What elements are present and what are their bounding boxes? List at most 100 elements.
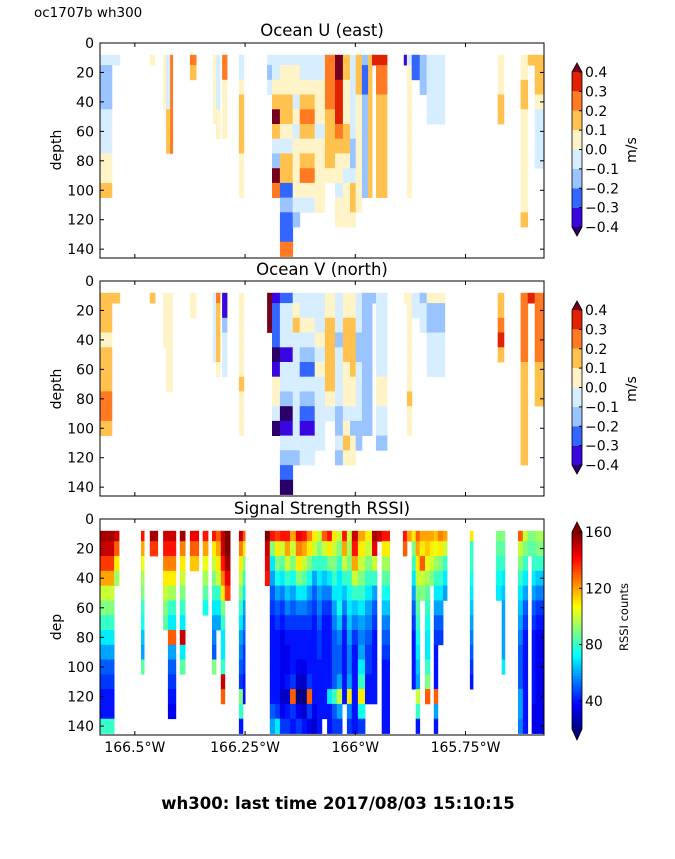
- colorbar-segment: [572, 168, 582, 189]
- data-cell: [350, 347, 357, 363]
- data-cell: [534, 376, 545, 392]
- data-cell: [238, 644, 244, 660]
- data-cell: [411, 615, 417, 631]
- data-cell: [212, 530, 217, 542]
- data-cell: [149, 541, 159, 557]
- data-cell: [501, 659, 506, 675]
- data-cell: [212, 65, 217, 81]
- data-cell: [301, 556, 308, 572]
- data-cell: [279, 54, 294, 66]
- data-cell: [279, 541, 286, 557]
- colorbar-segment: [572, 681, 582, 685]
- data-cell: [279, 644, 286, 660]
- data-cell: [365, 644, 373, 660]
- data-cell: [170, 54, 174, 66]
- colorbar-segment: [572, 130, 582, 150]
- colorbar-segment: [572, 91, 582, 111]
- data-cell: [224, 570, 231, 586]
- colorbar-segment: [572, 551, 582, 556]
- data-cell: [372, 659, 378, 675]
- data-cell: [342, 556, 348, 572]
- colorbar-segment: [572, 641, 582, 646]
- data-cell: [335, 94, 344, 110]
- data-cell: [321, 556, 328, 572]
- data-cell: [314, 182, 326, 198]
- data-cell: [342, 153, 351, 169]
- data-cell: [167, 600, 177, 616]
- data-cell: [350, 65, 357, 81]
- y-axis-label: depth: [49, 130, 65, 171]
- data-cell: [518, 644, 524, 660]
- data-cell: [238, 420, 245, 436]
- data-cell: [335, 362, 344, 378]
- colorbar-tick-label: −0.3: [585, 201, 619, 217]
- data-cell: [411, 530, 417, 542]
- colorbar-segment: [572, 624, 582, 629]
- colorbar-segment: [572, 110, 582, 131]
- data-cell: [335, 292, 344, 304]
- colorbar-segment: [572, 630, 582, 634]
- data-cell: [272, 347, 281, 363]
- data-cell: [314, 292, 326, 304]
- y-tick-label: 40: [76, 95, 94, 111]
- data-cell: [189, 54, 197, 66]
- data-cell: [361, 406, 369, 422]
- data-cell: [437, 556, 444, 572]
- data-cell: [351, 718, 359, 734]
- data-cell: [100, 541, 115, 557]
- data-cell: [381, 600, 390, 616]
- data-cell: [100, 600, 115, 616]
- data-cell: [321, 600, 328, 616]
- data-cell: [406, 332, 413, 348]
- data-cell: [100, 689, 115, 705]
- data-cell: [415, 541, 421, 557]
- data-cell: [342, 435, 351, 451]
- data-cell: [299, 303, 316, 319]
- data-cell: [342, 109, 351, 125]
- data-cell: [212, 630, 217, 646]
- data-cell: [306, 703, 313, 720]
- colorbar-segment: [572, 647, 582, 651]
- data-cell: [284, 674, 291, 690]
- data-cell: [342, 674, 348, 690]
- colorbar-segment: [572, 692, 582, 696]
- data-cell: [238, 65, 245, 81]
- data-cell: [433, 600, 439, 616]
- data-cell: [292, 138, 301, 154]
- data-cell: [316, 689, 323, 705]
- data-cell: [301, 659, 308, 675]
- data-cell: [411, 659, 417, 675]
- data-cell: [179, 530, 186, 542]
- data-cell: [272, 54, 281, 66]
- colorbar-segment: [572, 627, 582, 631]
- data-cell: [376, 138, 388, 154]
- data-cell: [355, 332, 363, 348]
- data-cell: [301, 585, 308, 601]
- data-cell: [534, 391, 545, 407]
- data-cell: [272, 153, 281, 169]
- data-cell: [346, 689, 353, 705]
- colorbar: 0.4 0.3 0.2 0.1 0.0 −0.1 −0.2 −0.3 −0.4: [571, 62, 619, 237]
- data-cell: [501, 600, 506, 616]
- data-cell: [170, 347, 174, 363]
- data-cell: [279, 79, 294, 95]
- data-cell: [372, 615, 378, 631]
- data-cell: [170, 303, 174, 319]
- data-cell: [100, 317, 113, 333]
- data-cell: [331, 585, 338, 601]
- data-cell: [238, 406, 245, 422]
- data-cell: [295, 570, 303, 586]
- data-cell: [355, 138, 363, 154]
- data-cell: [141, 659, 145, 675]
- data-cell: [518, 674, 524, 690]
- data-cell: [381, 570, 390, 586]
- data-cell: [357, 541, 366, 557]
- data-cell: [212, 109, 217, 125]
- data-cell: [279, 292, 294, 304]
- data-cell: [141, 530, 145, 542]
- data-cell: [292, 153, 301, 169]
- data-cell: [163, 54, 167, 66]
- data-cell: [497, 332, 505, 348]
- data-cell: [342, 585, 348, 601]
